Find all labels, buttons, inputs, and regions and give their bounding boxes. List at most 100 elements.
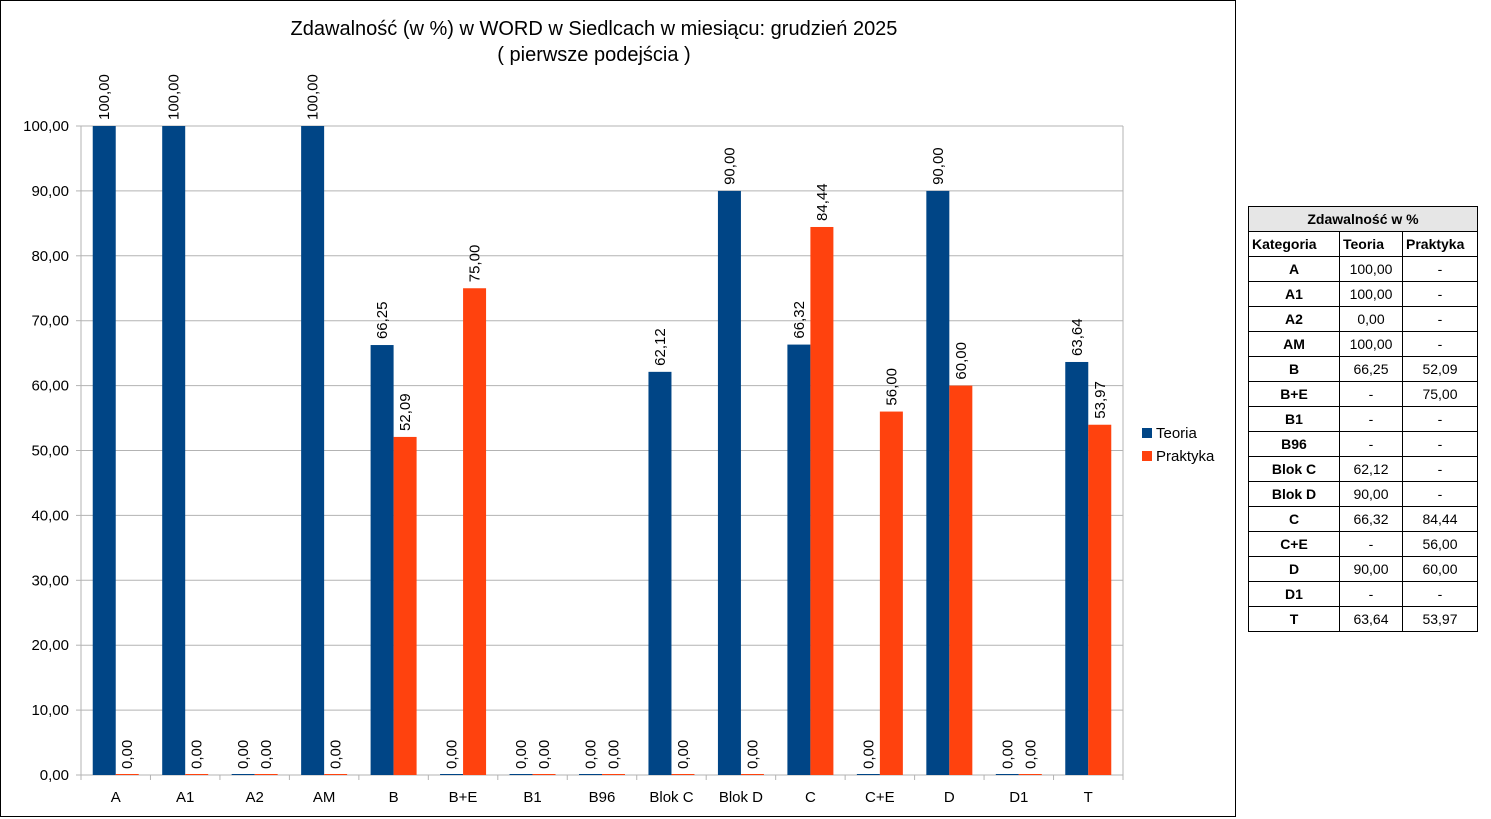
bar-praktyka bbox=[463, 288, 487, 775]
table-row: B 66,25 52,09 bbox=[1248, 356, 1478, 382]
table-row: T 63,64 53,97 bbox=[1248, 606, 1478, 632]
x-tick-label: B96 bbox=[589, 789, 616, 806]
table-cell-theory: - bbox=[1339, 431, 1403, 457]
table-row: C+E -56,00 bbox=[1248, 531, 1478, 557]
legend-swatch-teoria bbox=[1142, 428, 1152, 438]
data-label: 52,09 bbox=[397, 393, 414, 431]
x-tick-label: A bbox=[111, 789, 121, 806]
bar-praktyka bbox=[185, 774, 209, 775]
y-tick-label: 70,00 bbox=[31, 313, 69, 330]
data-label: 0,00 bbox=[513, 740, 530, 769]
data-label: 0,00 bbox=[328, 740, 345, 769]
table-cell-theory: 100,00 bbox=[1339, 331, 1403, 357]
data-label: 0,00 bbox=[1022, 740, 1039, 769]
bar-chart: 0,00 10,00 20,00 30,00 40,00 50,00 60,00 70,00 8… bbox=[23, 74, 1215, 806]
data-label: 63,64 bbox=[1069, 318, 1086, 356]
table-cell-category: B1 bbox=[1248, 406, 1340, 432]
data-label: 100,00 bbox=[96, 74, 113, 120]
x-tick-label: D bbox=[944, 789, 955, 806]
table-row: D1- - bbox=[1248, 581, 1478, 607]
pass-rate-table: Zdawalność w % Kategoria Teoria Praktyka… bbox=[1248, 206, 1478, 632]
data-label: 90,00 bbox=[721, 147, 738, 185]
table-cell-practice: 60,00 bbox=[1402, 556, 1478, 582]
y-tick-label: 60,00 bbox=[31, 378, 69, 395]
bar-praktyka bbox=[1018, 774, 1042, 775]
table-header-theory: Teoria bbox=[1339, 231, 1403, 257]
table-cell-category: Blok C bbox=[1248, 456, 1340, 482]
data-label: 0,00 bbox=[119, 740, 136, 769]
bar-praktyka bbox=[949, 385, 973, 775]
bar-praktyka bbox=[602, 774, 625, 775]
table-row: AM 100,00- bbox=[1248, 331, 1478, 357]
bar-praktyka bbox=[740, 774, 764, 775]
bar-teoria bbox=[440, 774, 464, 775]
legend-swatch-praktyka bbox=[1142, 451, 1152, 461]
bar-teoria bbox=[370, 345, 394, 775]
data-label: 53,97 bbox=[1092, 381, 1109, 419]
data-label: 0,00 bbox=[999, 740, 1016, 769]
bar-teoria bbox=[926, 190, 950, 775]
bar-praktyka bbox=[532, 774, 556, 775]
bar-teoria bbox=[92, 126, 116, 775]
table-cell-theory: 90,00 bbox=[1339, 556, 1403, 582]
table-cell-practice: - bbox=[1402, 581, 1478, 607]
y-tick-label: 10,00 bbox=[31, 702, 69, 719]
table-cell-theory: 66,32 bbox=[1339, 506, 1403, 532]
table-cell-theory: 66,25 bbox=[1339, 356, 1403, 382]
table-row: D 90,00 60,00 bbox=[1248, 556, 1478, 582]
data-label: 62,12 bbox=[652, 328, 669, 366]
data-label: 66,32 bbox=[791, 301, 808, 339]
table-row: B+E -75,00 bbox=[1248, 381, 1478, 407]
table-title: Zdawalność w % bbox=[1248, 206, 1478, 232]
legend-label-praktyka: Praktyka bbox=[1156, 448, 1215, 465]
table-cell-category: B+E bbox=[1248, 381, 1340, 407]
table-cell-category: B bbox=[1248, 356, 1340, 382]
legend-label-teoria: Teoria bbox=[1156, 425, 1198, 442]
table-cell-category: Blok D bbox=[1248, 481, 1340, 507]
table-row: Blok D 90,00- bbox=[1248, 481, 1478, 507]
table-cell-category: D bbox=[1248, 556, 1340, 582]
bar-teoria bbox=[856, 774, 880, 775]
table-cell-category: T bbox=[1248, 606, 1340, 632]
data-label: 0,00 bbox=[258, 740, 275, 769]
table-row: A 100,00- bbox=[1248, 256, 1478, 282]
x-tick-label: A1 bbox=[176, 789, 194, 806]
table-cell-practice: 75,00 bbox=[1402, 381, 1478, 407]
bar-praktyka bbox=[1088, 424, 1112, 775]
table-cell-category: AM bbox=[1248, 331, 1340, 357]
x-tick-label: A2 bbox=[245, 789, 263, 806]
table-cell-theory: - bbox=[1339, 381, 1403, 407]
data-label: 60,00 bbox=[953, 342, 970, 380]
data-label: 0,00 bbox=[444, 740, 461, 769]
table-cell-theory: 100,00 bbox=[1339, 256, 1403, 282]
table-cell-practice: 56,00 bbox=[1402, 531, 1478, 557]
data-label: 0,00 bbox=[744, 740, 761, 769]
table-header-practice: Praktyka bbox=[1402, 231, 1478, 257]
table-cell-category: A1 bbox=[1248, 281, 1340, 307]
x-tick-label: B+E bbox=[449, 789, 478, 806]
table-cell-theory: 0,00 bbox=[1339, 306, 1403, 332]
data-label: 100,00 bbox=[166, 74, 183, 120]
table-cell-practice: - bbox=[1402, 481, 1478, 507]
bar-teoria bbox=[648, 371, 672, 775]
data-label: 0,00 bbox=[675, 740, 692, 769]
bar-praktyka bbox=[810, 226, 834, 776]
bar-teoria bbox=[509, 774, 533, 775]
data-label: 56,00 bbox=[883, 368, 900, 406]
bar-praktyka bbox=[115, 774, 139, 775]
x-tick-label: B1 bbox=[523, 789, 541, 806]
table-cell-practice: - bbox=[1402, 431, 1478, 457]
bar-teoria bbox=[301, 126, 325, 775]
data-label: 75,00 bbox=[467, 245, 484, 283]
bar-teoria bbox=[1065, 361, 1089, 775]
y-tick-label: 20,00 bbox=[31, 637, 69, 654]
table-cell-theory: 62,12 bbox=[1339, 456, 1403, 482]
x-tick-label: Blok D bbox=[719, 789, 763, 806]
y-tick-label: 80,00 bbox=[31, 248, 69, 265]
data-label: 0,00 bbox=[606, 740, 623, 769]
table-cell-practice: 84,44 bbox=[1402, 506, 1478, 532]
table-cell-category: C bbox=[1248, 506, 1340, 532]
table-cell-theory: 90,00 bbox=[1339, 481, 1403, 507]
table-cell-category: A2 bbox=[1248, 306, 1340, 332]
table-cell-practice: - bbox=[1402, 281, 1478, 307]
